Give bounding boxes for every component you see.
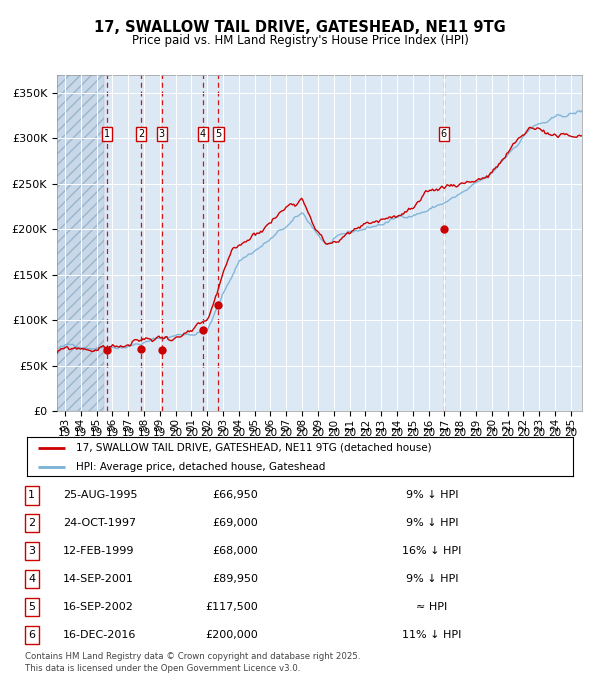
Text: 25-AUG-1995: 25-AUG-1995 — [63, 490, 137, 500]
Text: 20: 20 — [169, 428, 182, 439]
Text: 14-SEP-2001: 14-SEP-2001 — [63, 574, 134, 584]
Text: 5: 5 — [28, 602, 35, 612]
Text: 4: 4 — [28, 574, 35, 584]
Text: 16% ↓ HPI: 16% ↓ HPI — [403, 546, 461, 556]
Text: 19: 19 — [90, 428, 103, 439]
Text: 20: 20 — [343, 428, 356, 439]
Text: 12-FEB-1999: 12-FEB-1999 — [63, 546, 134, 556]
Text: 19: 19 — [74, 428, 88, 439]
Text: 20: 20 — [406, 428, 419, 439]
Text: 20: 20 — [517, 428, 530, 439]
Text: 20: 20 — [327, 428, 340, 439]
Text: £200,000: £200,000 — [205, 630, 258, 640]
Text: 20: 20 — [438, 428, 451, 439]
Text: 1: 1 — [28, 490, 35, 500]
Text: 20: 20 — [374, 428, 388, 439]
Text: 20: 20 — [533, 428, 546, 439]
Text: 20: 20 — [185, 428, 198, 439]
Text: Price paid vs. HM Land Registry's House Price Index (HPI): Price paid vs. HM Land Registry's House … — [131, 34, 469, 48]
Text: 19: 19 — [153, 428, 166, 439]
Text: £66,950: £66,950 — [212, 490, 258, 500]
Text: ≈ HPI: ≈ HPI — [416, 602, 448, 612]
Text: 20: 20 — [565, 428, 577, 439]
Text: 2: 2 — [138, 129, 144, 139]
Text: 20: 20 — [485, 428, 499, 439]
Text: 20: 20 — [501, 428, 514, 439]
Text: 20: 20 — [217, 428, 230, 439]
Text: £89,950: £89,950 — [212, 574, 258, 584]
Text: 3: 3 — [28, 546, 35, 556]
Text: 9% ↓ HPI: 9% ↓ HPI — [406, 518, 458, 528]
Text: HPI: Average price, detached house, Gateshead: HPI: Average price, detached house, Gate… — [76, 462, 326, 473]
Text: 2: 2 — [28, 518, 35, 528]
Text: 5: 5 — [215, 129, 221, 139]
Text: 19: 19 — [106, 428, 119, 439]
Text: 20: 20 — [280, 428, 293, 439]
Text: 19: 19 — [58, 428, 71, 439]
Text: 9% ↓ HPI: 9% ↓ HPI — [406, 574, 458, 584]
Text: 20: 20 — [232, 428, 245, 439]
Text: 16-SEP-2002: 16-SEP-2002 — [63, 602, 134, 612]
Text: 20: 20 — [391, 428, 404, 439]
Text: This data is licensed under the Open Government Licence v3.0.: This data is licensed under the Open Gov… — [25, 664, 301, 673]
Text: 6: 6 — [28, 630, 35, 640]
Text: 19: 19 — [137, 428, 151, 439]
Text: Contains HM Land Registry data © Crown copyright and database right 2025.: Contains HM Land Registry data © Crown c… — [25, 652, 361, 661]
Text: 16-DEC-2016: 16-DEC-2016 — [63, 630, 136, 640]
Text: 11% ↓ HPI: 11% ↓ HPI — [403, 630, 461, 640]
Text: 20: 20 — [264, 428, 277, 439]
Text: 9% ↓ HPI: 9% ↓ HPI — [406, 490, 458, 500]
Text: £69,000: £69,000 — [212, 518, 258, 528]
Text: 1: 1 — [104, 129, 110, 139]
Text: £68,000: £68,000 — [212, 546, 258, 556]
Text: 20: 20 — [359, 428, 372, 439]
Text: 20: 20 — [248, 428, 261, 439]
Text: 20: 20 — [548, 428, 562, 439]
Text: £117,500: £117,500 — [205, 602, 258, 612]
Text: 3: 3 — [158, 129, 165, 139]
Text: 20: 20 — [454, 428, 467, 439]
Text: 19: 19 — [122, 428, 135, 439]
Text: 20: 20 — [422, 428, 435, 439]
Text: 6: 6 — [441, 129, 447, 139]
Text: 17, SWALLOW TAIL DRIVE, GATESHEAD, NE11 9TG: 17, SWALLOW TAIL DRIVE, GATESHEAD, NE11 … — [94, 20, 506, 35]
Text: 17, SWALLOW TAIL DRIVE, GATESHEAD, NE11 9TG (detached house): 17, SWALLOW TAIL DRIVE, GATESHEAD, NE11 … — [76, 443, 432, 453]
Text: 20: 20 — [469, 428, 482, 439]
Text: 20: 20 — [296, 428, 308, 439]
Text: 24-OCT-1997: 24-OCT-1997 — [63, 518, 136, 528]
Text: 20: 20 — [200, 428, 214, 439]
Text: 4: 4 — [200, 129, 206, 139]
Text: 20: 20 — [311, 428, 325, 439]
